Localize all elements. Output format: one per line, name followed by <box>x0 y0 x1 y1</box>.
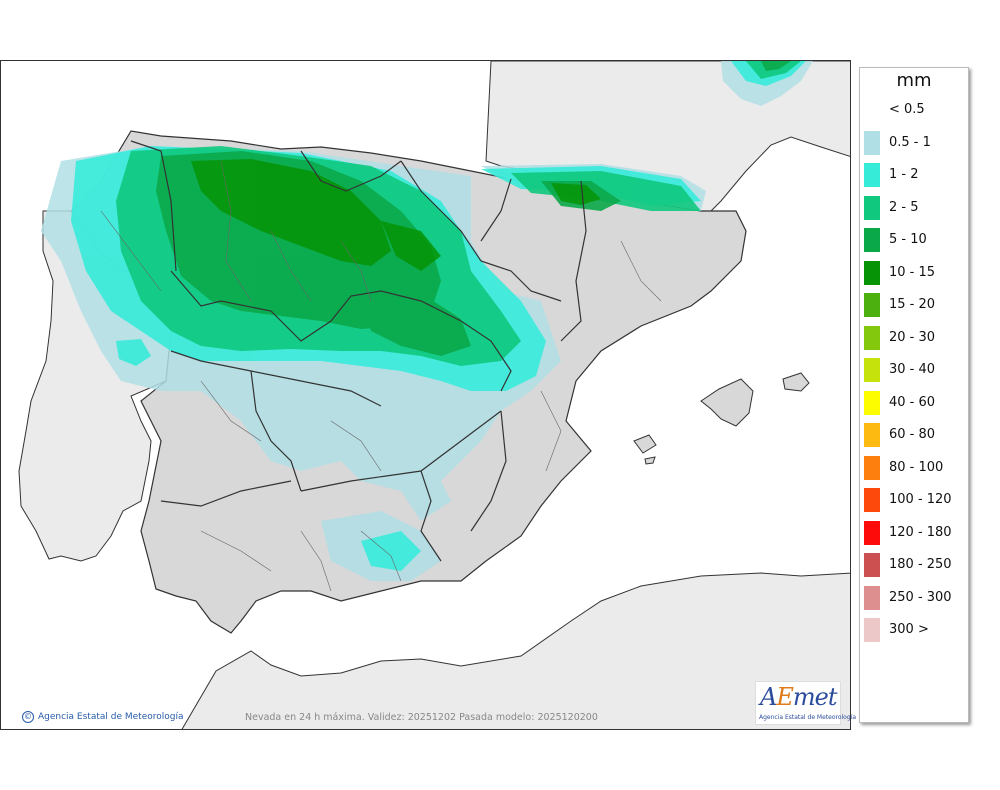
legend-item: 60 - 80 <box>860 423 968 447</box>
regional-borders <box>130 140 587 562</box>
legend-label: 80 - 100 <box>889 459 944 475</box>
legend-label: 30 - 40 <box>889 362 936 377</box>
legend-swatch <box>864 163 880 187</box>
copyright-icon: © <box>22 711 34 723</box>
snowfall-map <box>1 61 850 729</box>
legend-label: 15 - 20 <box>889 297 936 312</box>
legend-label: 300 > <box>889 622 929 637</box>
legend-item: 80 - 100 <box>860 455 968 480</box>
ibiza-land <box>633 434 657 454</box>
legend-label: < 0.5 <box>889 102 925 117</box>
legend-item: 300 > <box>860 618 968 642</box>
legend-item: 2 - 5 <box>860 195 968 220</box>
logo-word: AEmet <box>760 683 837 711</box>
credit: © Agencia Estatal de Meteorología <box>22 711 184 723</box>
legend-label: 250 - 300 <box>889 589 952 605</box>
legend-item: 120 - 180 <box>860 520 968 545</box>
map-frame <box>0 60 851 730</box>
legend-item: 250 - 300 <box>860 585 968 610</box>
legend-label: 0.5 - 1 <box>889 134 931 150</box>
legend-item: 1 - 2 <box>860 163 968 187</box>
mallorca-land <box>700 378 754 427</box>
legend-swatch <box>864 553 880 577</box>
legend-label: 1 - 2 <box>889 167 919 182</box>
legend-label: 60 - 80 <box>889 427 936 442</box>
legend-swatch <box>864 293 880 317</box>
legend-swatch <box>864 455 880 480</box>
legend-item: < 0.5 <box>860 98 968 122</box>
legend-label: 20 - 30 <box>889 329 936 345</box>
snow-band-10-15 <box>191 159 601 271</box>
aemet-logo: AEmet Agencia Estatal de Meteorología <box>755 681 856 725</box>
legend-item: 10 - 15 <box>860 260 968 285</box>
legend-item: 20 - 30 <box>860 325 968 350</box>
legend-label: 120 - 180 <box>889 524 952 540</box>
legend-swatch <box>864 358 880 382</box>
legend-label: 5 - 10 <box>889 232 927 247</box>
legend-item: 40 - 60 <box>860 390 968 415</box>
credit-text: Agencia Estatal de Meteorología <box>38 712 184 722</box>
legend-swatch <box>864 260 880 285</box>
legend-label: 10 - 15 <box>889 264 936 280</box>
legend-item: 0.5 - 1 <box>860 130 968 155</box>
legend-swatch <box>864 390 880 415</box>
legend-swatch <box>864 423 880 447</box>
legend-swatch <box>864 488 880 512</box>
legend-item: 5 - 10 <box>860 228 968 252</box>
map-caption: Nevada en 24 h máxima. Validez: 20251202… <box>245 712 598 723</box>
provincial-borders <box>100 160 662 592</box>
logo-subtitle: Agencia Estatal de Meteorología <box>759 714 856 721</box>
legend-label: 2 - 5 <box>889 199 919 215</box>
legend-item: 15 - 20 <box>860 293 968 317</box>
legend: mm < 0.5 0.5 - 1 1 - 2 2 - 5 5 - 10 10 - 15 15… <box>859 67 969 723</box>
legend-item: 180 - 250 <box>860 553 968 577</box>
legend-swatch <box>864 520 880 545</box>
legend-swatch <box>864 325 880 350</box>
formentera-land <box>644 456 656 465</box>
legend-swatch <box>864 618 880 642</box>
legend-swatch <box>864 228 880 252</box>
legend-unit: mm <box>896 70 932 91</box>
legend-swatch <box>864 130 880 155</box>
africa-land <box>181 572 850 729</box>
legend-label: 100 - 120 <box>889 492 952 507</box>
legend-swatch <box>864 195 880 220</box>
legend-item: 30 - 40 <box>860 358 968 382</box>
legend-item: 100 - 120 <box>860 488 968 512</box>
legend-swatch <box>864 585 880 610</box>
menorca-land <box>782 372 810 392</box>
legend-label: 40 - 60 <box>889 394 936 410</box>
legend-label: 180 - 250 <box>889 557 952 572</box>
